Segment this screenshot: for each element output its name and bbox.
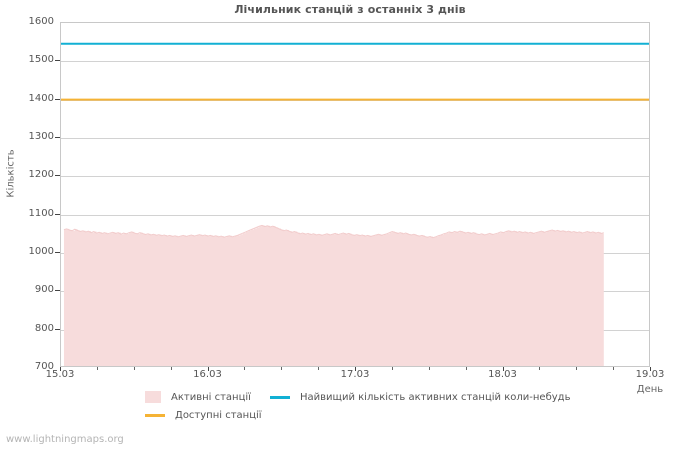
y-tick-label: 800 — [34, 322, 54, 334]
x-axis: 15.03 16.03 17.03 18.03 19.03 — [0, 369, 700, 383]
watermark: www.lightningmaps.org — [6, 434, 124, 445]
x-tick-mark-minor — [133, 367, 135, 370]
y-tick-label: 1200 — [28, 169, 54, 181]
gridline — [61, 138, 649, 139]
x-tick-mark-minor — [281, 367, 283, 370]
x-tick-label: 17.03 — [340, 369, 370, 380]
y-tick-label: 1500 — [28, 54, 54, 66]
x-tick-mark-minor — [391, 367, 393, 370]
y-tick-mark — [55, 98, 60, 100]
x-tick-mark — [355, 367, 356, 371]
y-tick-mark — [55, 213, 60, 215]
x-tick-mark-minor — [170, 367, 172, 370]
x-tick-label: 16.03 — [193, 369, 222, 380]
legend-item[interactable]: Доступні станції — [145, 408, 262, 422]
legend-swatch-area — [145, 391, 161, 403]
gridline — [61, 176, 649, 178]
x-tick-mark — [60, 367, 61, 371]
x-tick-mark-minor — [244, 367, 246, 370]
chart-legend: Активні станції Найвищий кількість активн… — [0, 390, 700, 426]
y-tick-label: 1100 — [28, 207, 54, 219]
y-tick-mark — [55, 137, 60, 138]
gridline — [61, 214, 649, 216]
legend-item[interactable]: Активні станції — [145, 390, 251, 404]
x-tick-mark-minor — [318, 367, 320, 370]
y-tick-mark — [55, 328, 60, 330]
legend-label: Доступні станції — [175, 409, 262, 421]
y-tick-mark — [55, 290, 60, 292]
plot-area — [60, 22, 650, 367]
x-tick-mark-minor — [576, 367, 578, 370]
legend-swatch-line — [270, 395, 290, 399]
active-stations-area — [63, 225, 604, 366]
x-tick-mark-minor — [613, 367, 615, 370]
series-canvas — [61, 42, 649, 366]
x-tick-mark-minor — [96, 367, 98, 370]
y-tick-label: 900 — [34, 284, 54, 296]
y-axis: 700 800 900 1000 1100 1200 1300 1400 1500 1600 — [0, 17, 60, 372]
x-tick-mark-minor — [428, 367, 430, 370]
y-tick-mark — [55, 175, 60, 177]
y-tick-label: 700 — [34, 361, 54, 372]
x-tick-mark — [650, 367, 651, 371]
x-tick-mark — [502, 367, 504, 371]
x-tick-mark-minor — [465, 367, 467, 370]
y-tick-mark — [55, 60, 60, 62]
x-tick-label: 15.03 — [45, 369, 75, 380]
y-tick-mark — [55, 252, 60, 253]
active-stations-outline — [63, 224, 604, 239]
legend-label: Активні станції — [171, 391, 251, 403]
x-tick-mark-minor — [539, 367, 541, 370]
legend-label: Найвищий кількість активних станцій коли… — [300, 391, 571, 403]
x-axis-title: День — [636, 384, 664, 395]
gridline — [61, 61, 649, 63]
y-tick-label: 1400 — [28, 92, 54, 104]
legend-item[interactable]: Найвищий кількість активних станцій коли… — [270, 390, 570, 404]
x-tick-label: 18.03 — [488, 369, 517, 380]
x-tick-label: 19.03 — [635, 369, 665, 380]
chart-title: Лічильник станцій з останніх 3 днів — [234, 3, 466, 16]
y-tick-label: 1000 — [28, 246, 54, 257]
x-tick-mark — [207, 367, 209, 371]
y-tick-label: 1600 — [28, 16, 54, 27]
legend-swatch-line — [145, 413, 165, 417]
y-tick-label: 1300 — [28, 131, 54, 142]
